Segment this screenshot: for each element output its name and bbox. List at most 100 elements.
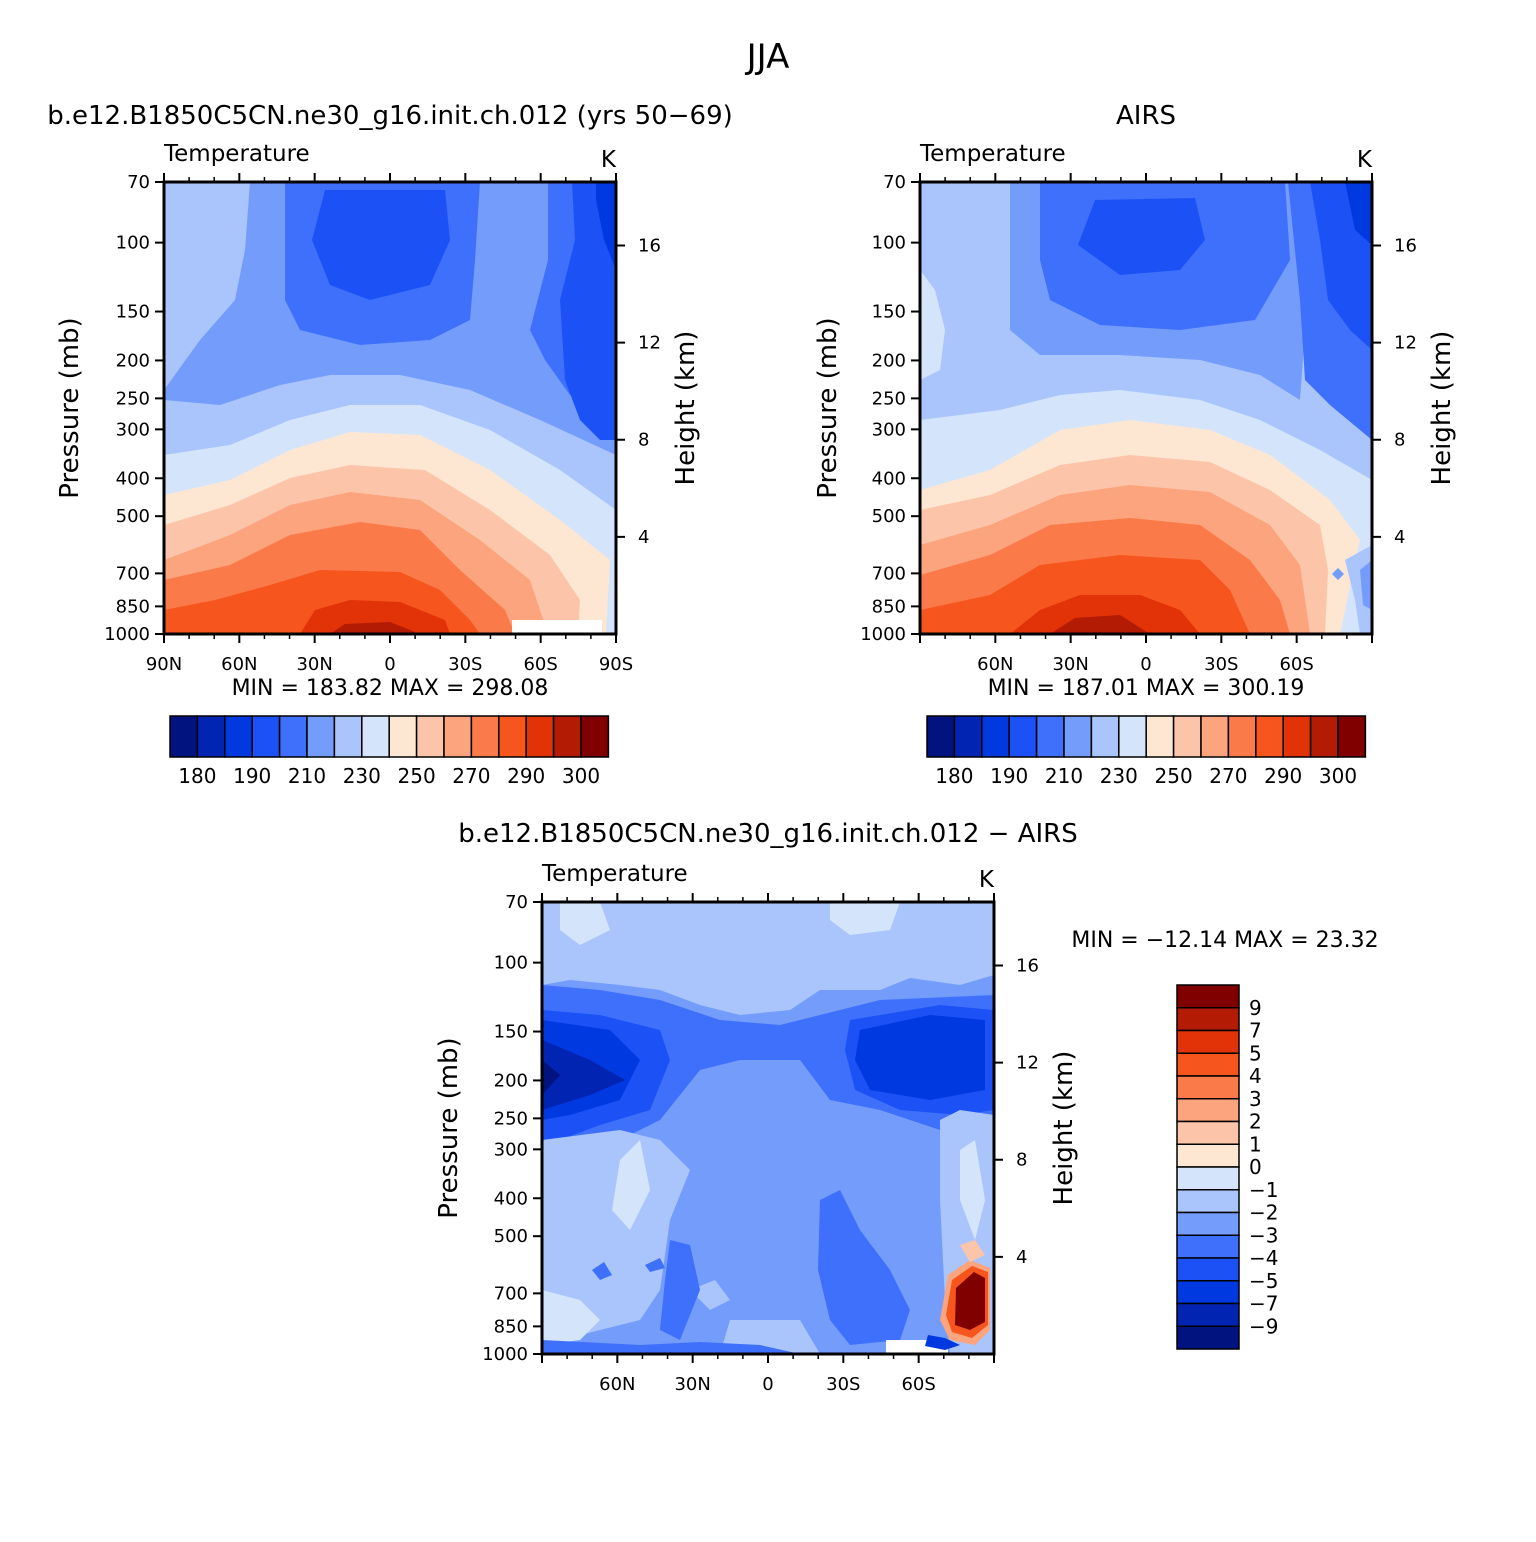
colorbar-swatch xyxy=(1337,715,1367,758)
colorbar-label: 300 xyxy=(1319,764,1357,788)
x-tick-label: 30S xyxy=(826,1374,860,1395)
colorbar-swatch xyxy=(1145,715,1175,758)
y-right-tick-label: 16 xyxy=(1394,235,1417,256)
y-axis-ticks: 70 100 150 200 250 300 400 500 700 850 1000 xyxy=(104,172,164,645)
colorbar-swatch xyxy=(1176,1325,1240,1350)
colorbar-label: 4 xyxy=(1249,1064,1262,1088)
colorbar-swatch xyxy=(1176,1098,1240,1123)
x-tick-label: 30S xyxy=(448,654,482,675)
y-tick-label: 850 xyxy=(116,596,150,617)
x-tick-label: 30N xyxy=(674,1374,710,1395)
y-tick-label: 700 xyxy=(872,563,906,584)
colorbar-label: 290 xyxy=(1264,764,1302,788)
contour-field xyxy=(542,902,994,1354)
x-tick-label: 60N xyxy=(599,1374,635,1395)
x-axis-ticks: 90N 60N 30N 0 30S 60S 90S xyxy=(146,173,633,675)
colorbar-swatch xyxy=(1176,1166,1240,1191)
colorbar-swatch xyxy=(415,715,445,758)
y-tick-label: 150 xyxy=(872,302,906,323)
colorbar-swatch xyxy=(981,715,1010,758)
colorbar-swatch xyxy=(953,715,983,758)
colorbar-label: −3 xyxy=(1249,1223,1278,1247)
min-max-label: MIN = 183.82 MAX = 298.08 xyxy=(232,676,549,701)
y-right-tick-label: 4 xyxy=(1016,1247,1027,1268)
y-axis-right-label: Height (km) xyxy=(1427,331,1457,486)
y-axis-right-label: Height (km) xyxy=(671,331,701,486)
colorbar-label: −7 xyxy=(1249,1292,1278,1316)
y-right-tick-label: 8 xyxy=(1016,1150,1027,1171)
x-axis-ticks: 60N 30N 0 30S 60S xyxy=(919,173,1373,675)
y-tick-label: 100 xyxy=(872,233,906,254)
colorbar: 180 190 210 230 250 270 290 300 xyxy=(169,715,610,788)
panel-title: b.e12.B1850C5CN.ne30_g16.init.ch.012 − A… xyxy=(458,819,1077,849)
y-tick-label: 250 xyxy=(494,1108,528,1129)
y-axis-label: Pressure (mb) xyxy=(434,1037,464,1218)
colorbar-swatch xyxy=(1282,715,1312,758)
x-tick-label: 60S xyxy=(1279,654,1313,675)
x-tick-label: 30N xyxy=(1052,654,1088,675)
x-axis-ticks: 60N 30N 0 30S 60S xyxy=(541,893,995,1395)
colorbar-label: 290 xyxy=(507,764,545,788)
y-tick-label: 300 xyxy=(872,419,906,440)
x-tick-label: 90N xyxy=(146,654,182,675)
colorbar-label: 270 xyxy=(452,764,490,788)
colorbar-label: 180 xyxy=(935,764,973,788)
panel-subtitle-left: Temperature xyxy=(541,861,688,887)
y-axis-label: Pressure (mb) xyxy=(55,317,85,498)
colorbar-label: −2 xyxy=(1249,1201,1278,1225)
colorbar-swatch xyxy=(1118,715,1147,758)
y-tick-label: 300 xyxy=(116,419,150,440)
y-right-tick-label: 12 xyxy=(638,333,661,354)
contour-field xyxy=(164,182,616,634)
y-tick-label: 200 xyxy=(872,350,906,371)
colorbar-label: 9 xyxy=(1249,996,1262,1020)
y-tick-label: 70 xyxy=(505,892,528,913)
min-max-label: MIN = 187.01 MAX = 300.19 xyxy=(988,676,1305,701)
y-axis-ticks: 70 100 150 200 250 300 400 500 700 850 1000 xyxy=(482,892,542,1365)
colorbar-label: −1 xyxy=(1249,1178,1278,1202)
colorbar-label: 1 xyxy=(1249,1132,1262,1156)
y-right-tick-label: 12 xyxy=(1016,1053,1039,1074)
y-tick-label: 300 xyxy=(494,1139,528,1160)
x-tick-label: 60S xyxy=(901,1374,935,1395)
colorbar-label: 300 xyxy=(562,764,600,788)
y-tick-label: 150 xyxy=(116,302,150,323)
panel-subtitle-left: Temperature xyxy=(919,141,1066,167)
panel-title: AIRS xyxy=(1116,101,1176,131)
colorbar-swatch xyxy=(1176,1120,1240,1145)
x-tick-label: 60N xyxy=(221,654,257,675)
x-tick-label: 0 xyxy=(1140,654,1151,675)
y-tick-label: 1000 xyxy=(104,624,150,645)
y-right-tick-label: 8 xyxy=(1394,430,1405,451)
y-tick-label: 1000 xyxy=(860,624,906,645)
colorbar-label: −9 xyxy=(1249,1314,1278,1338)
colorbar-swatch xyxy=(1176,1189,1240,1214)
colorbar-swatch xyxy=(1176,1280,1240,1305)
colorbar-swatch xyxy=(1176,1029,1240,1054)
colorbar-label: 5 xyxy=(1249,1041,1262,1065)
colorbar-swatch xyxy=(1176,1302,1240,1327)
y-tick-label: 850 xyxy=(494,1316,528,1337)
colorbar-label: 180 xyxy=(178,764,216,788)
y-axis-right-ticks: 16 12 8 4 xyxy=(616,235,661,548)
y-tick-label: 500 xyxy=(872,506,906,527)
colorbar-label: 190 xyxy=(990,764,1028,788)
colorbar-label: 250 xyxy=(398,764,436,788)
x-tick-label: 60S xyxy=(523,654,557,675)
y-right-tick-label: 16 xyxy=(638,235,661,256)
colorbar-swatch xyxy=(1255,715,1284,758)
min-max-label: MIN = −12.14 MAX = 23.32 xyxy=(1071,928,1378,953)
colorbar-label: 0 xyxy=(1249,1155,1262,1179)
y-tick-label: 1000 xyxy=(482,1344,528,1365)
colorbar-label: −4 xyxy=(1249,1246,1278,1270)
colorbar-label: 2 xyxy=(1249,1110,1262,1134)
y-tick-label: 150 xyxy=(494,1022,528,1043)
colorbar-swatch xyxy=(251,715,281,758)
colorbar-label: 3 xyxy=(1249,1087,1262,1111)
colorbar-swatch xyxy=(498,715,527,758)
colorbar-swatch xyxy=(1176,1257,1240,1282)
y-right-tick-label: 8 xyxy=(638,430,649,451)
panel-diff: b.e12.B1850C5CN.ne30_g16.init.ch.012 − A… xyxy=(434,819,1379,1395)
